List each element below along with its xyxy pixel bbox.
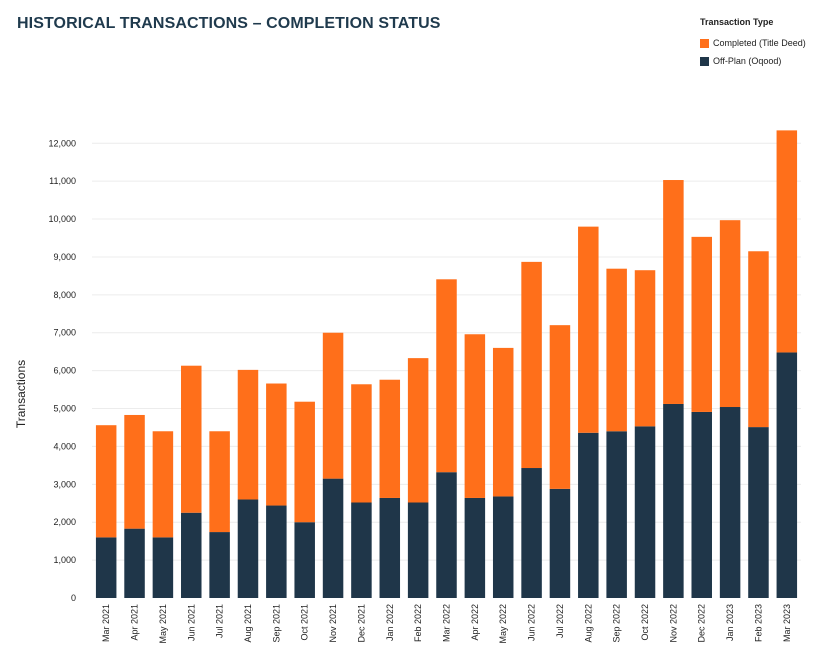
bar-offplan[interactable] xyxy=(578,432,599,598)
bar-completed[interactable] xyxy=(606,268,627,432)
x-tick-label: Sep 2022 xyxy=(612,604,622,643)
bar-completed[interactable] xyxy=(266,383,287,506)
bar-offplan[interactable] xyxy=(152,537,174,598)
bar-offplan[interactable] xyxy=(492,496,514,598)
bar-completed[interactable] xyxy=(379,379,401,498)
bar-offplan[interactable] xyxy=(209,532,230,598)
bar-offplan[interactable] xyxy=(436,472,457,598)
x-tick-label: Oct 2022 xyxy=(640,604,650,641)
x-tick-label: Jul 2022 xyxy=(555,604,565,638)
bar-completed[interactable] xyxy=(124,414,145,529)
y-axis-title: Transactions xyxy=(14,360,28,428)
x-tick-label: Aug 2021 xyxy=(243,604,253,643)
x-tick-label: Nov 2022 xyxy=(668,604,678,643)
legend-title: Transaction Type xyxy=(700,17,774,27)
bar-completed[interactable] xyxy=(294,401,315,523)
x-tick-label: May 2022 xyxy=(498,604,508,644)
bar-offplan[interactable] xyxy=(464,497,486,598)
bar-completed[interactable] xyxy=(407,358,429,503)
y-tick-label: 10,000 xyxy=(48,214,76,224)
legend-swatch-completed xyxy=(700,38,709,48)
x-tick-label: Jan 2022 xyxy=(385,604,395,641)
bar-completed[interactable] xyxy=(436,279,457,473)
bar-offplan[interactable] xyxy=(181,512,202,598)
x-tick-label: Mar 2023 xyxy=(782,604,792,642)
x-tick-label: Aug 2022 xyxy=(583,604,593,643)
x-tick-label: Jan 2023 xyxy=(725,604,735,641)
x-tick-label: Dec 2022 xyxy=(697,604,707,643)
bar-offplan[interactable] xyxy=(322,478,344,598)
bar-offplan[interactable] xyxy=(719,407,741,598)
y-tick-label: 1,000 xyxy=(53,555,76,565)
bar-offplan[interactable] xyxy=(351,502,372,598)
x-tick-label: Oct 2021 xyxy=(300,604,310,641)
x-tick-label: Feb 2022 xyxy=(413,604,423,642)
bar-completed[interactable] xyxy=(181,365,202,513)
legend-item-offplan[interactable]: Off-Plan (Oqood) xyxy=(700,54,806,68)
legend-label-offplan: Off-Plan (Oqood) xyxy=(713,56,782,66)
bar-completed[interactable] xyxy=(719,220,741,408)
y-tick-label: 5,000 xyxy=(53,404,76,414)
bar-offplan[interactable] xyxy=(95,537,117,598)
bar-offplan[interactable] xyxy=(237,499,259,598)
y-tick-label: 3,000 xyxy=(53,479,76,489)
bar-offplan[interactable] xyxy=(663,403,684,598)
x-tick-label: Jul 2021 xyxy=(215,604,225,638)
bar-completed[interactable] xyxy=(634,270,656,427)
y-tick-label: 4,000 xyxy=(53,441,76,451)
bar-completed[interactable] xyxy=(748,251,769,428)
legend-swatch-offplan xyxy=(700,56,709,66)
bar-completed[interactable] xyxy=(691,236,712,412)
bar-completed[interactable] xyxy=(351,384,372,503)
x-tick-label: Feb 2023 xyxy=(753,604,763,642)
x-tick-label: May 2021 xyxy=(158,604,168,644)
bar-completed[interactable] xyxy=(663,180,684,404)
legend-item-completed[interactable]: Completed (Title Deed) xyxy=(700,36,806,50)
bar-completed[interactable] xyxy=(322,332,344,479)
bar-completed[interactable] xyxy=(549,325,571,489)
x-tick-label: Apr 2022 xyxy=(470,604,480,641)
y-tick-label: 0 xyxy=(71,593,76,603)
x-tick-label: Nov 2021 xyxy=(328,604,338,643)
bar-offplan[interactable] xyxy=(294,522,315,598)
bar-offplan[interactable] xyxy=(379,497,401,598)
bar-offplan[interactable] xyxy=(407,502,429,598)
bar-offplan[interactable] xyxy=(549,488,571,598)
bar-offplan[interactable] xyxy=(266,505,287,598)
bar-completed[interactable] xyxy=(209,431,230,533)
bar-completed[interactable] xyxy=(464,334,486,498)
bar-completed[interactable] xyxy=(492,347,514,497)
x-tick-label: Mar 2022 xyxy=(442,604,452,642)
y-tick-label: 8,000 xyxy=(53,290,76,300)
legend-label-completed: Completed (Title Deed) xyxy=(713,38,806,48)
bar-offplan[interactable] xyxy=(521,468,542,598)
bar-offplan[interactable] xyxy=(124,528,145,598)
bar-offplan[interactable] xyxy=(691,411,712,598)
bar-offplan[interactable] xyxy=(776,352,798,598)
y-tick-label: 6,000 xyxy=(53,366,76,376)
x-tick-label: Apr 2021 xyxy=(130,604,140,641)
bar-completed[interactable] xyxy=(776,130,798,353)
bar-offplan[interactable] xyxy=(634,426,656,598)
y-tick-label: 2,000 xyxy=(53,517,76,527)
x-tick-label: Sep 2021 xyxy=(271,604,281,643)
bar-offplan[interactable] xyxy=(606,431,627,598)
bar-completed[interactable] xyxy=(152,431,174,538)
legend: Transaction Type Completed (Title Deed) … xyxy=(700,17,806,72)
bar-offplan[interactable] xyxy=(748,427,769,598)
bar-completed[interactable] xyxy=(521,261,542,469)
x-tick-label: Dec 2021 xyxy=(356,604,366,643)
y-tick-label: 7,000 xyxy=(53,328,76,338)
y-tick-label: 9,000 xyxy=(53,252,76,262)
x-tick-label: Jun 2022 xyxy=(527,604,537,641)
bar-completed[interactable] xyxy=(95,425,117,538)
bar-completed[interactable] xyxy=(237,369,259,500)
x-tick-label: Jun 2021 xyxy=(186,604,196,641)
x-tick-label: Mar 2021 xyxy=(101,604,111,642)
chart-title: HISTORICAL TRANSACTIONS – COMPLETION STA… xyxy=(17,15,441,32)
bar-completed[interactable] xyxy=(578,226,599,433)
y-tick-label: 11,000 xyxy=(49,176,76,186)
y-tick-label: 12,000 xyxy=(48,138,76,148)
